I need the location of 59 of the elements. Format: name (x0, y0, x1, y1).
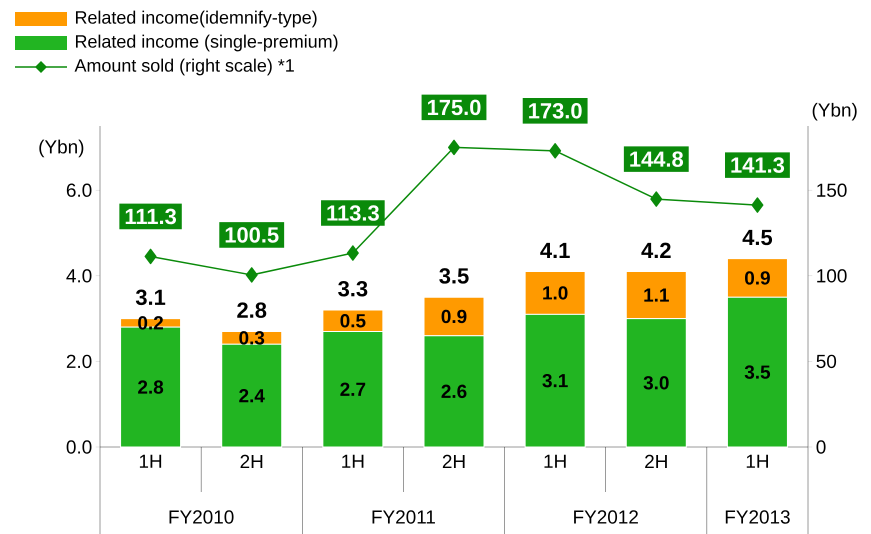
data-label: 173.0 (529, 103, 582, 119)
data-label: 3.1 (542, 374, 568, 388)
x-tick-label: 2H (240, 454, 262, 468)
y-axis-title: (Ybn) (39, 140, 84, 158)
total-label: 4.1 (540, 242, 570, 258)
data-label: 1.0 (543, 286, 568, 300)
data-label: 0.3 (239, 331, 264, 345)
point (650, 191, 662, 207)
x-tick-label: 1H (342, 454, 364, 468)
x-tick-label: 1H (140, 454, 162, 468)
data-label: 2.8 (138, 380, 164, 394)
data-label: 2.6 (442, 384, 466, 398)
y-tick-label: 4.0 (66, 269, 92, 283)
point (346, 245, 359, 261)
legend-label: Related income(idemnify-type) (76, 10, 317, 28)
y-tick-label: 6.0 (66, 184, 92, 197)
x-tick-label: 2H (645, 454, 667, 468)
data-label: 1.1 (644, 288, 669, 302)
data-label: 144.8 (630, 151, 684, 167)
total-label: 4.5 (742, 230, 772, 246)
total-label: 3.5 (439, 268, 469, 284)
legend-label: Related income (single-premium) (76, 34, 338, 52)
data-label: 2.4 (239, 389, 265, 402)
y2-tick-label: 0 (816, 440, 826, 454)
total-label: 3.1 (136, 290, 166, 306)
data-label: 0.5 (340, 314, 366, 328)
y2-tick-label: 50 (816, 354, 836, 368)
legend-label: Amount sold (right scale) *1 (74, 58, 294, 76)
point (448, 140, 460, 156)
data-label: 175.0 (428, 100, 481, 116)
point (246, 267, 258, 283)
data-label: 0.9 (745, 271, 770, 285)
y2-axis-title: (Ybn) (812, 102, 857, 120)
total-label: 2.8 (237, 302, 266, 318)
point (144, 248, 157, 264)
y2-tick-label: 150 (817, 183, 847, 197)
y2-tick-label: 100 (817, 269, 847, 282)
data-label: 0.9 (442, 310, 466, 324)
data-label: 141.3 (731, 157, 784, 173)
text: FY2010 (170, 510, 234, 524)
total-label: 4.2 (641, 242, 671, 258)
data-label: 3.0 (644, 376, 669, 390)
total-label: 3.3 (338, 280, 368, 297)
x-tick-label: 1H (746, 454, 768, 468)
data-label: 0.2 (138, 316, 163, 330)
point (751, 197, 764, 213)
text: FY2013 (726, 510, 790, 524)
data-label: 3.5 (744, 365, 770, 379)
y-tick-label: 0.0 (66, 440, 92, 454)
x-tick-label: 2H (442, 454, 465, 468)
data-label: 100.5 (226, 227, 279, 243)
y-tick-label: 2.0 (66, 354, 92, 368)
x-tick-label: 1H (544, 454, 566, 468)
data-label: 113.3 (327, 205, 379, 221)
data-label: 2.7 (340, 382, 366, 396)
point (549, 143, 562, 159)
text: FY2011 (372, 510, 435, 524)
data-label: 111.3 (126, 208, 176, 224)
text: FY2012 (574, 510, 638, 524)
